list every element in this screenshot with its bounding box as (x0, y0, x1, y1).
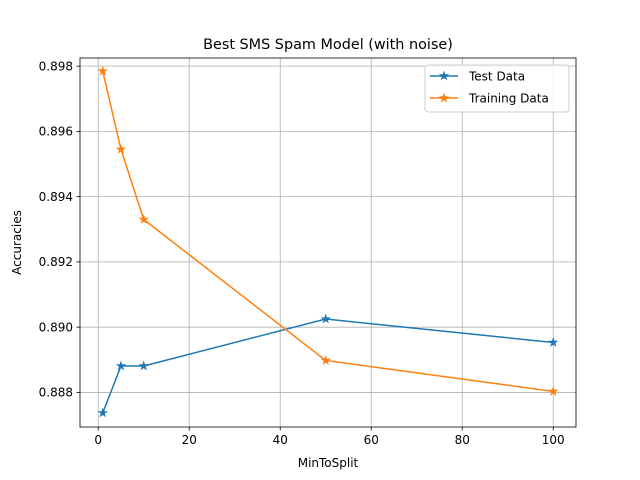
series-layer (97, 65, 559, 418)
y-tick-label: 0.892 (39, 255, 73, 269)
x-tick-label: 20 (182, 433, 197, 447)
test-data-point (97, 407, 108, 418)
test-data-point (548, 337, 559, 347)
x-tick-label: 100 (542, 433, 565, 447)
training-data-point (320, 354, 331, 365)
x-axis: 0 20 40 60 80 100 (94, 427, 565, 447)
plot-frame (79, 57, 577, 428)
test-data-point (320, 313, 331, 324)
training-data-point (138, 214, 149, 224)
x-axis-label: MinToSplit (298, 456, 359, 470)
training-data-legend-marker (438, 92, 450, 103)
x-tick-label: 60 (364, 433, 379, 447)
y-tick-label: 0.888 (39, 386, 73, 400)
grid (80, 58, 576, 427)
test-data-point (115, 360, 127, 371)
chart-title: Best SMS Spam Model (with noise) (203, 37, 453, 53)
legend-box (424, 64, 570, 113)
test-data-point (138, 360, 149, 371)
y-tick-label: 0.896 (39, 125, 73, 139)
x-tick-label: 0 (94, 433, 102, 447)
test-data-line (102, 318, 554, 414)
test-data-legend-marker (438, 70, 450, 81)
training-data-point (97, 65, 108, 76)
test-data-legend-label: Test Data (468, 69, 525, 83)
legend: Test Data Training Data (424, 64, 570, 113)
x-tick-label: 40 (273, 433, 288, 447)
y-axis: 0.888 0.890 0.892 0.894 0.896 0.898 (39, 59, 80, 400)
training-data-point (115, 143, 127, 154)
y-tick-label: 0.894 (39, 190, 73, 204)
y-axis-label: Accuracies (10, 210, 24, 275)
y-tick-label: 0.898 (39, 59, 73, 73)
training-data-point (548, 385, 559, 396)
training-data-line (102, 70, 554, 393)
y-tick-label: 0.890 (39, 320, 73, 334)
x-tick-label: 80 (455, 433, 470, 447)
training-data-legend-label: Training Data (468, 91, 549, 105)
